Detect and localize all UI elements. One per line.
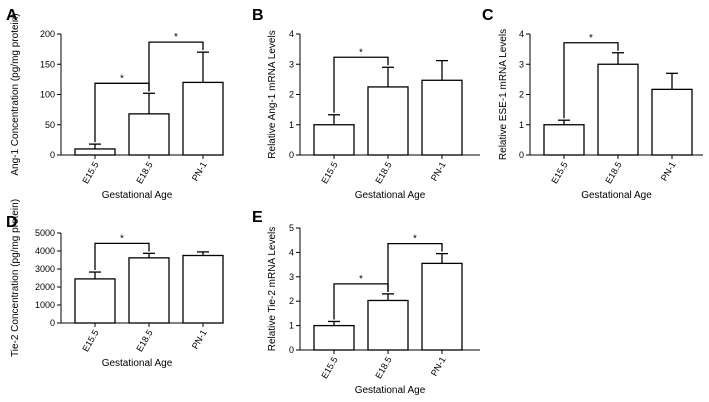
significance-bracket bbox=[387, 242, 443, 292]
x-tick-label: E18.5 bbox=[134, 160, 154, 185]
bar bbox=[367, 86, 409, 156]
x-axis-label: Gestational Age bbox=[581, 190, 652, 201]
y-tick-label: 2000 bbox=[35, 282, 55, 292]
x-tick-label: E18.5 bbox=[134, 328, 154, 353]
bar bbox=[421, 262, 463, 351]
y-tick-label: 0 bbox=[50, 318, 55, 328]
y-tick-label: 1 bbox=[289, 321, 294, 331]
y-axis-label: Tie-2 Concentration (pg/mg protein) bbox=[10, 199, 21, 357]
significance-bracket bbox=[563, 42, 619, 119]
y-tick-label: 5000 bbox=[35, 228, 55, 238]
bar bbox=[182, 81, 224, 156]
significance-bracket bbox=[333, 56, 389, 113]
bar bbox=[421, 79, 463, 156]
panel-letter: B bbox=[252, 7, 264, 24]
y-tick-label: 1 bbox=[519, 120, 524, 130]
panel-letter: C bbox=[482, 7, 494, 24]
panel-letter: E bbox=[252, 209, 263, 226]
panel-e: E 0 1 2 3 4 5 Relative Tie-2 mRNA Levels E15.5 E1… bbox=[252, 209, 480, 396]
y-tick-label: 4 bbox=[289, 29, 294, 39]
panel-d: D 0 1000 2000 3000 4000 5000 Tie-2 Concentratio… bbox=[6, 199, 224, 369]
significance-label: * bbox=[359, 47, 363, 58]
bar bbox=[367, 299, 409, 351]
x-tick-label: E15.5 bbox=[319, 160, 339, 185]
significance-bracket bbox=[148, 41, 204, 92]
y-tick-label: 200 bbox=[40, 29, 55, 39]
y-tick-label: 2 bbox=[519, 90, 524, 100]
significance-bracket bbox=[94, 242, 150, 271]
y-tick-label: 3 bbox=[519, 59, 524, 69]
y-tick-label: 1 bbox=[289, 120, 294, 130]
x-tick-label: PN-1 bbox=[429, 160, 448, 183]
x-tick-label: E18.5 bbox=[373, 160, 393, 185]
x-axis-label: Gestational Age bbox=[102, 358, 173, 369]
bar bbox=[313, 124, 355, 156]
y-tick-label: 150 bbox=[40, 59, 55, 69]
x-tick-label: PN-1 bbox=[190, 160, 209, 183]
significance-label: * bbox=[359, 274, 363, 285]
x-tick-label: E15.5 bbox=[80, 328, 100, 353]
y-tick-label: 0 bbox=[519, 150, 524, 160]
y-tick-label: 2 bbox=[289, 90, 294, 100]
y-tick-label: 0 bbox=[289, 150, 294, 160]
bar bbox=[182, 254, 224, 324]
x-axis-label: Gestational Age bbox=[102, 190, 173, 201]
bar bbox=[74, 278, 116, 324]
y-axis-label: Relative Tie-2 mRNA Levels bbox=[267, 227, 278, 352]
x-tick-label: E15.5 bbox=[549, 160, 569, 185]
y-tick-label: 4 bbox=[519, 29, 524, 39]
bar bbox=[128, 257, 170, 324]
bar bbox=[313, 324, 355, 351]
significance-label: * bbox=[120, 233, 124, 244]
y-tick-label: 100 bbox=[40, 90, 55, 100]
bar bbox=[128, 113, 170, 156]
x-tick-label: PN-1 bbox=[659, 160, 678, 183]
significance-label: * bbox=[120, 73, 124, 84]
y-tick-label: 2 bbox=[289, 296, 294, 306]
x-tick-label: E18.5 bbox=[373, 355, 393, 380]
y-tick-label: 3 bbox=[289, 59, 294, 69]
panel-letter: D bbox=[6, 214, 18, 231]
x-tick-label: PN-1 bbox=[190, 328, 209, 351]
significance-label: * bbox=[413, 234, 417, 245]
panel-c: C 0 1 2 3 4 Relative ESE-1 mRNA Levels E15.5 E18… bbox=[482, 7, 703, 201]
y-tick-label: 5 bbox=[289, 223, 294, 233]
y-axis-label: Ang-1 Concentration (pg/mg protein) bbox=[10, 13, 21, 175]
x-tick-label: E15.5 bbox=[80, 160, 100, 185]
panel-letter: A bbox=[6, 7, 18, 24]
y-tick-label: 1000 bbox=[35, 300, 55, 310]
x-tick-label: E15.5 bbox=[319, 355, 339, 380]
y-tick-label: 4000 bbox=[35, 246, 55, 256]
y-axis-label: Relative Ang-1 mRNA Levels bbox=[267, 30, 278, 158]
y-tick-label: 50 bbox=[45, 120, 55, 130]
y-tick-label: 3 bbox=[289, 272, 294, 282]
x-tick-label: PN-1 bbox=[429, 355, 448, 378]
y-axis-label: Relative ESE-1 mRNA Levels bbox=[498, 29, 509, 160]
y-tick-label: 4 bbox=[289, 247, 294, 257]
panel-a: A 0 50 100 150 200 Ang-1 Concentration (pg/mg … bbox=[6, 7, 224, 201]
significance-label: * bbox=[174, 32, 178, 43]
significance-label: * bbox=[589, 33, 593, 44]
bar bbox=[651, 88, 693, 156]
y-tick-label: 3000 bbox=[35, 264, 55, 274]
x-axis-label: Gestational Age bbox=[355, 385, 426, 396]
x-tick-label: E18.5 bbox=[603, 160, 623, 185]
y-tick-label: 0 bbox=[289, 345, 294, 355]
bar bbox=[74, 148, 116, 156]
panel-b: B 0 1 2 3 4 Relative Ang-1 mRNA Levels E15.5 E18… bbox=[252, 7, 480, 201]
y-tick-label: 0 bbox=[50, 150, 55, 160]
bar bbox=[597, 63, 639, 156]
bar bbox=[543, 124, 585, 156]
x-axis-label: Gestational Age bbox=[355, 190, 426, 201]
